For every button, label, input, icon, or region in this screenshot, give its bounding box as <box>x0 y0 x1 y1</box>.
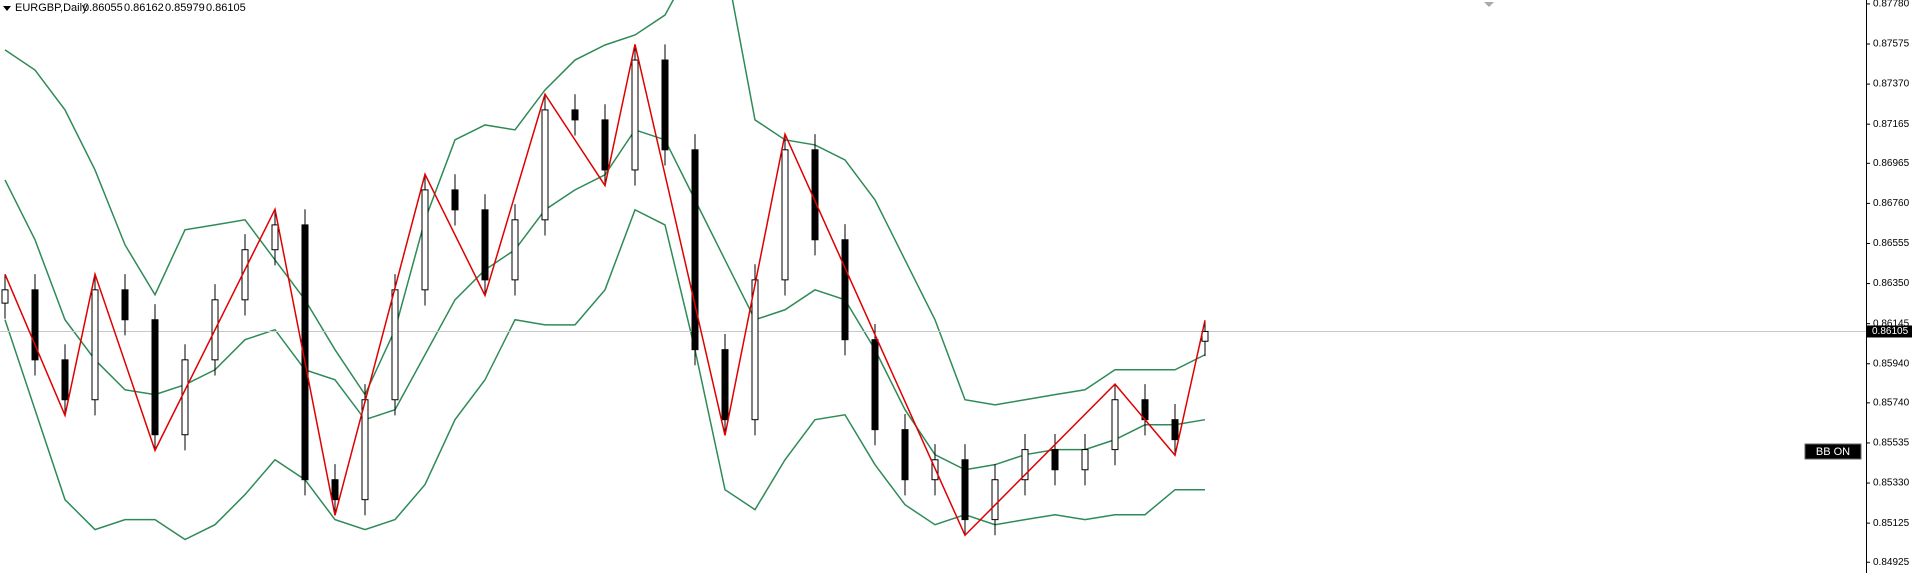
header-icon <box>3 6 11 11</box>
y-tick-label: 0.85740 <box>1873 398 1910 409</box>
candle-body <box>61 359 69 401</box>
ohlc-low: 0.85979 <box>165 2 205 14</box>
candle-body <box>271 224 279 251</box>
band-lower <box>4 208 1205 541</box>
band-upper <box>4 0 1206 406</box>
candle-body <box>631 59 639 171</box>
candle-body <box>571 109 579 121</box>
plot-area <box>0 0 1866 541</box>
y-tick-label: 0.87370 <box>1873 79 1910 90</box>
candle-body <box>1051 449 1059 471</box>
candle-body <box>1111 399 1119 451</box>
y-tick-label: 0.84925 <box>1873 557 1910 568</box>
symbol: EURGBP,Daily <box>15 2 88 14</box>
candle-body <box>991 479 999 521</box>
candle-body <box>751 279 759 421</box>
y-tick-label: 0.86965 <box>1873 158 1910 169</box>
candle-body <box>421 189 429 291</box>
candle-body <box>901 429 909 481</box>
candle-body <box>481 209 489 281</box>
candle-body <box>121 289 129 321</box>
candle-body <box>661 59 669 151</box>
y-tick-label: 0.87165 <box>1873 119 1910 130</box>
shift-marker <box>1484 2 1494 7</box>
candle-body <box>301 224 309 481</box>
bb-button-box[interactable] <box>1804 443 1862 460</box>
candle-body <box>391 289 399 401</box>
candle-body <box>841 239 849 341</box>
y-tick-label: 0.85940 <box>1873 358 1910 369</box>
ohlc-close: 0.86105 <box>206 2 246 14</box>
bb-button-label[interactable]: BB ON <box>1816 446 1850 458</box>
y-tick-label: 0.87780 <box>1873 0 1910 10</box>
candle-body <box>1171 419 1179 441</box>
y-tick-label: 0.85535 <box>1873 438 1910 449</box>
candle-body <box>961 459 969 521</box>
candle-body <box>451 189 459 211</box>
y-tick-label: 0.86555 <box>1873 238 1910 249</box>
bb-button[interactable]: BB ON <box>1804 443 1862 460</box>
candle-body <box>31 289 39 361</box>
y-tick-label: 0.86760 <box>1873 198 1910 209</box>
candle-body <box>721 349 729 421</box>
candle-body <box>151 319 159 436</box>
candle-body <box>1081 449 1089 471</box>
y-tick-label: 0.85330 <box>1873 478 1910 489</box>
candle-body <box>511 219 519 281</box>
candle-body <box>691 149 699 351</box>
candle-body <box>91 289 99 401</box>
current-price-box <box>1866 325 1912 338</box>
candle-body <box>781 149 789 281</box>
y-tick-label: 0.87575 <box>1873 39 1910 50</box>
candle-body <box>361 399 369 501</box>
candle-body <box>1 289 9 304</box>
header: EURGBP,Daily 0.86055 0.86162 0.85979 0.8… <box>15 2 246 14</box>
y-tick-label: 0.86145 <box>1873 318 1910 329</box>
y-tick-label: 0.85125 <box>1873 518 1910 529</box>
zigzag <box>4 44 1206 537</box>
candle-body <box>541 109 549 221</box>
candle-body <box>181 359 189 436</box>
current-price-label: 0.86105 <box>1872 326 1909 337</box>
candle-body <box>601 119 609 171</box>
candle-body <box>871 339 879 431</box>
candle-body <box>331 479 339 501</box>
y-tick-label: 0.86350 <box>1873 278 1910 289</box>
ohlc-open: 0.86055 <box>83 2 123 14</box>
ohlc-high: 0.86162 <box>124 2 164 14</box>
candle-body <box>1021 449 1029 481</box>
